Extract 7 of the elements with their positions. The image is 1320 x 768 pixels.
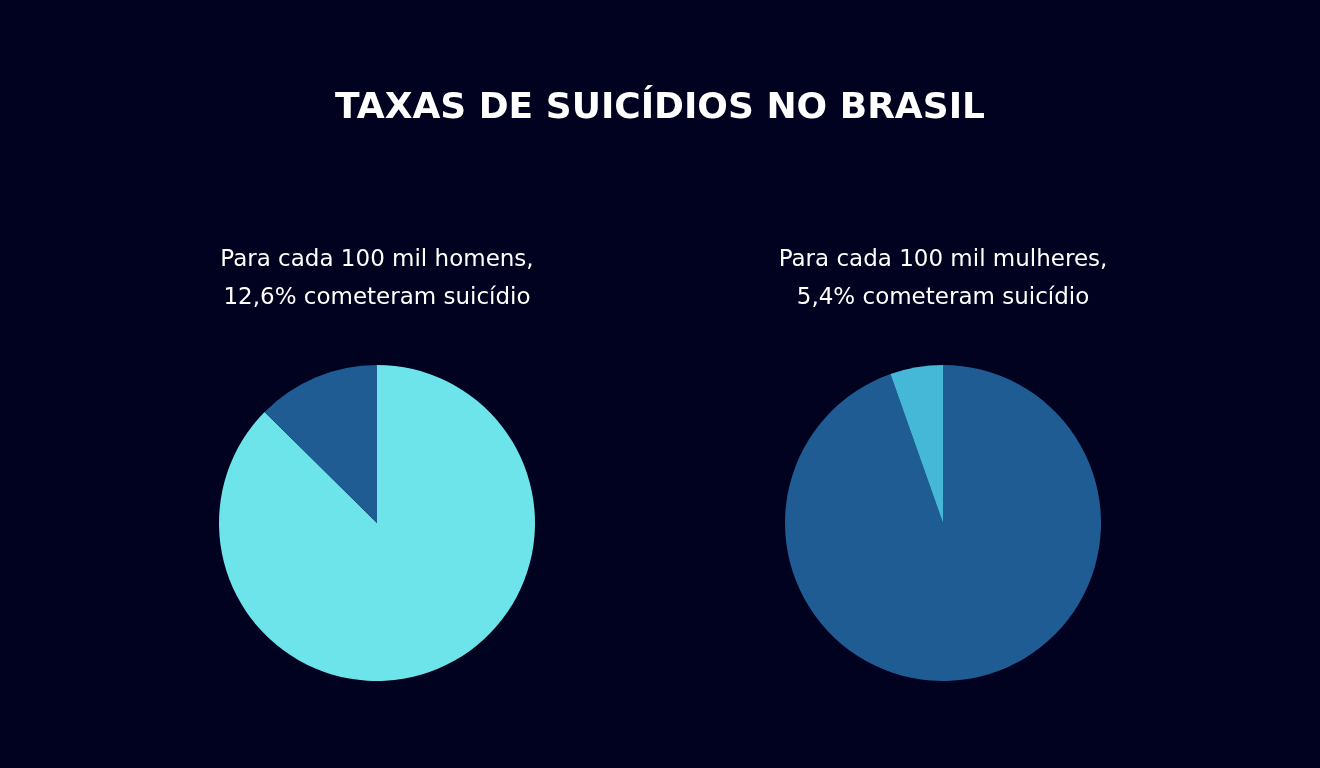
chart-subtitle: Para cada 100 mil mulheres, 5,4% cometeram suicídio xyxy=(778,245,1108,309)
pie-slice xyxy=(890,365,943,523)
pie-slice xyxy=(785,365,1101,681)
pie-slice xyxy=(264,365,377,523)
text: TAXAS DE SUICÍDIOS NO BRASIL xyxy=(335,85,985,126)
pie-slice xyxy=(219,365,535,681)
chart-subtitle: Para cada 100 mil homens, 12,6% cometeram suicídio xyxy=(220,245,534,309)
